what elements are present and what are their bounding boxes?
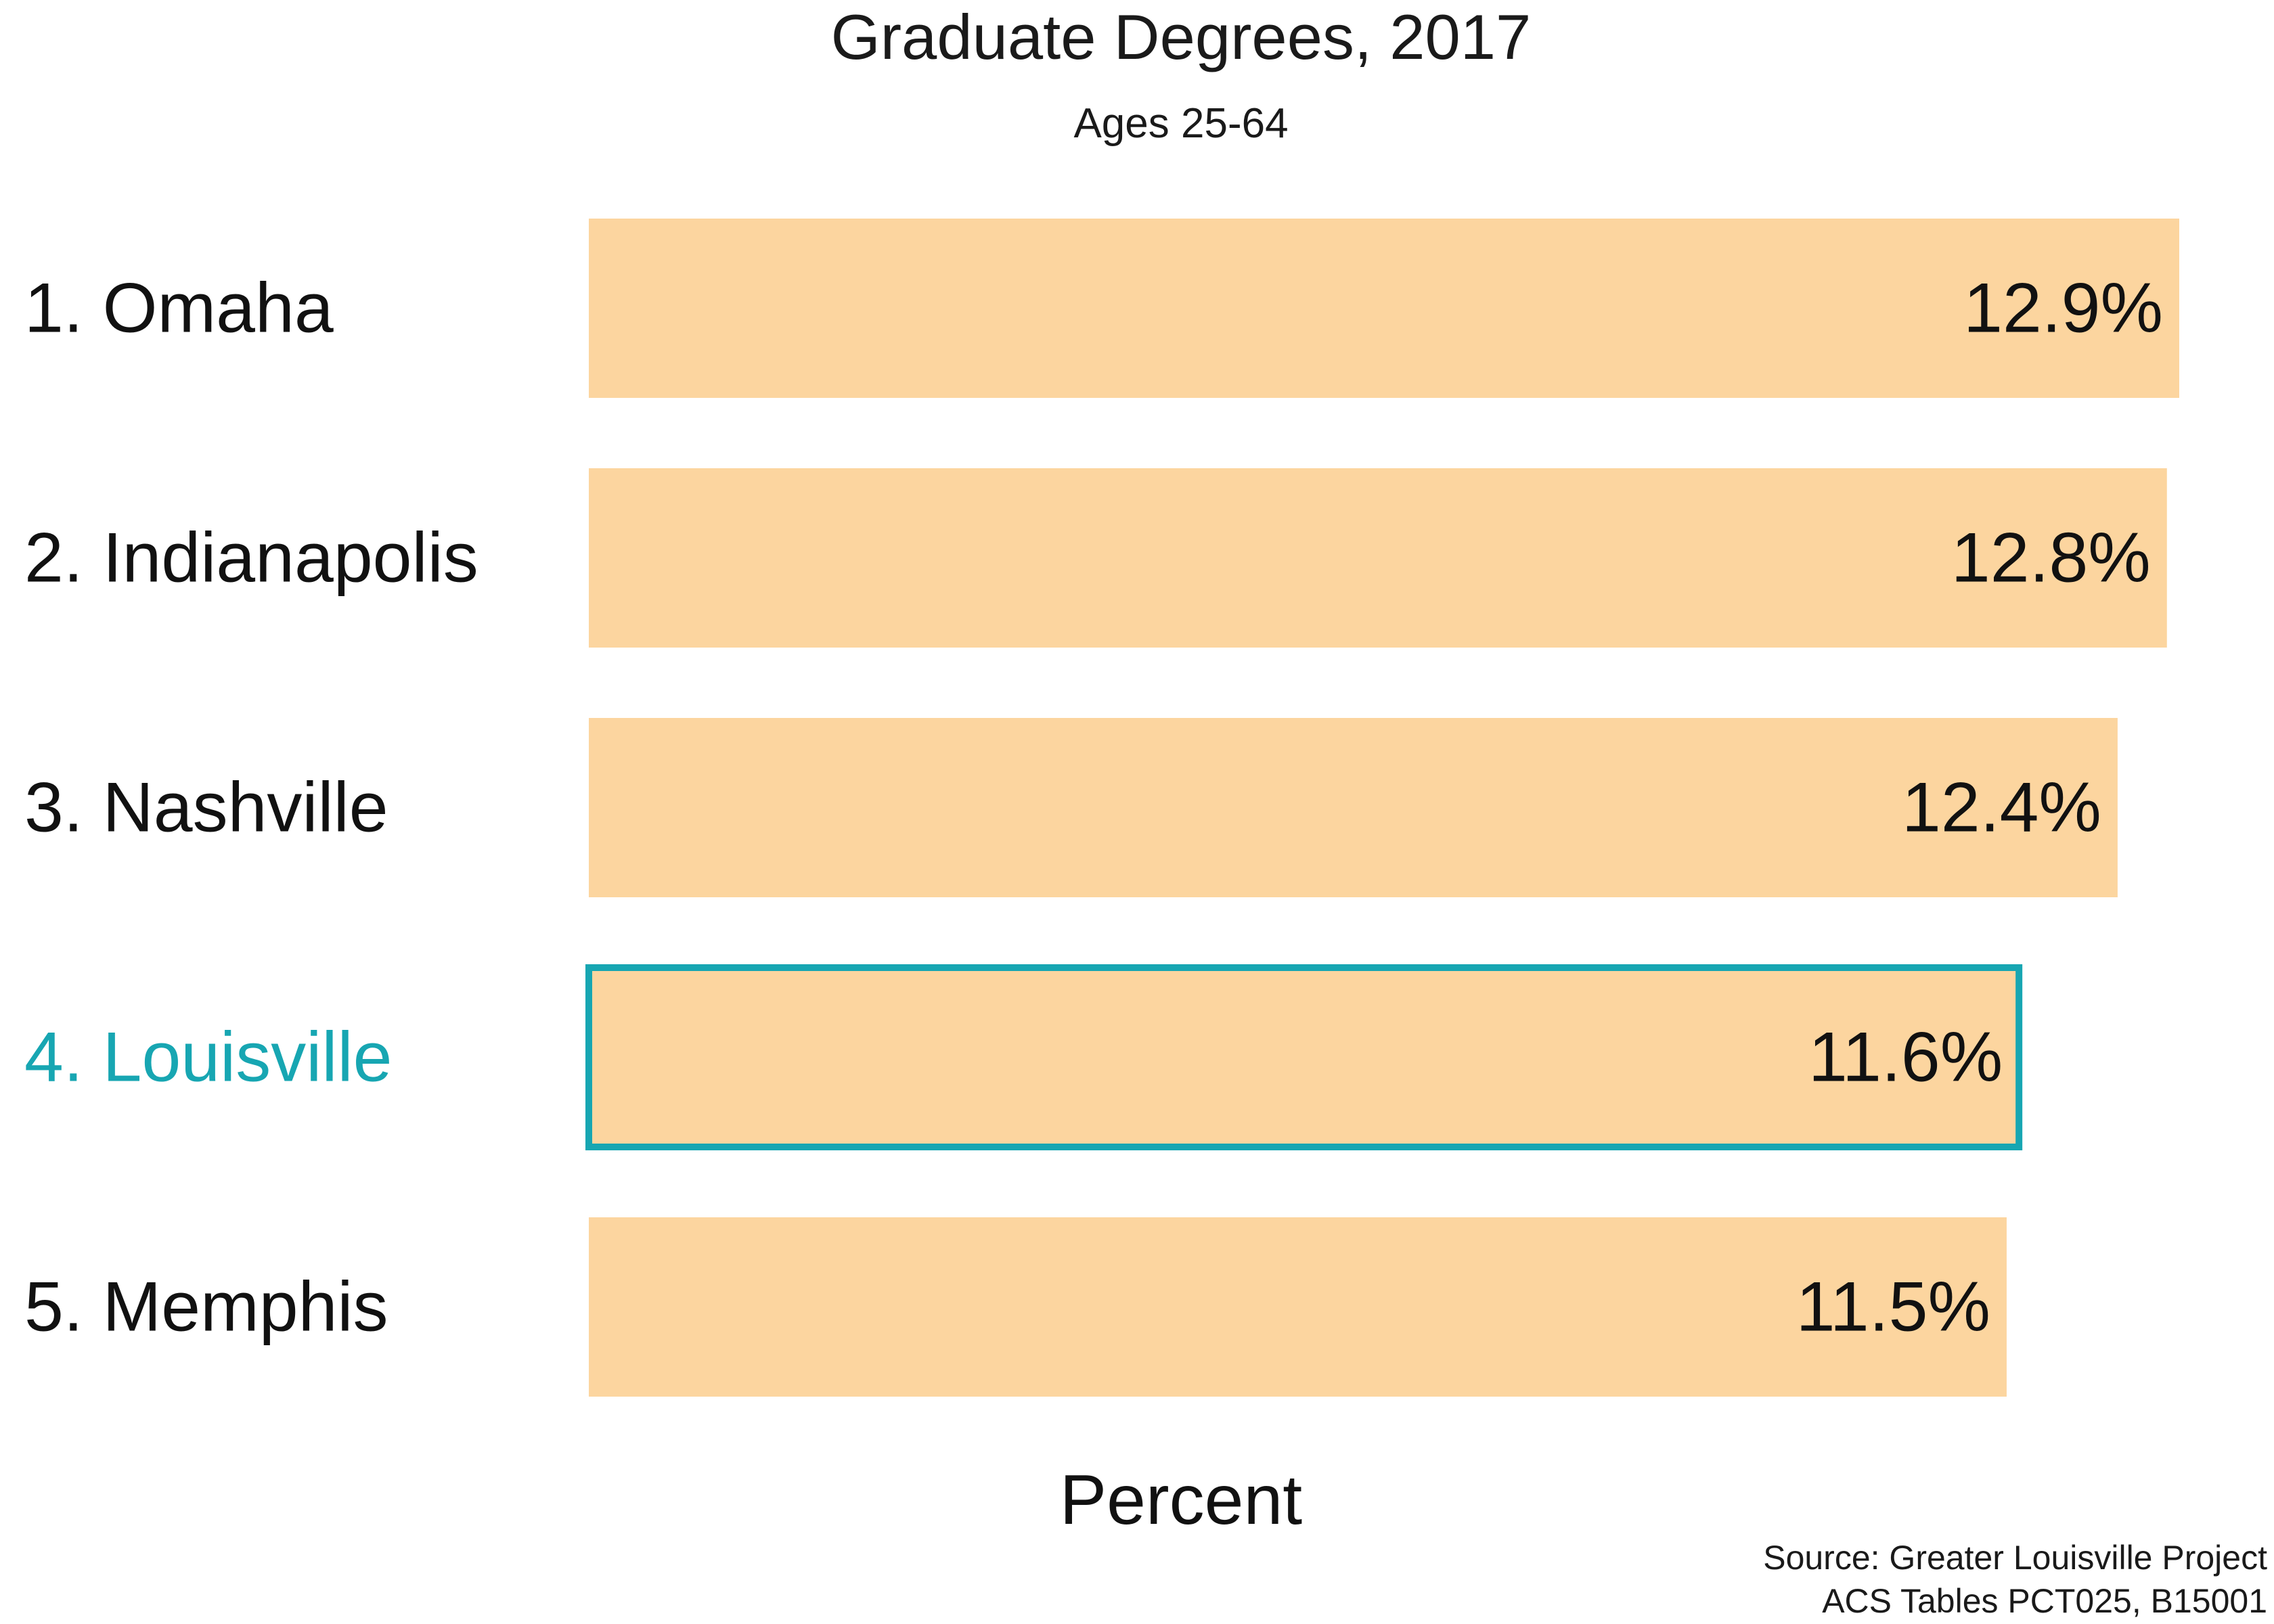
source-line-1: Source: Greater Louisville Project bbox=[1763, 1539, 2267, 1577]
bar-2 bbox=[589, 718, 2118, 897]
value-label-4: 11.5% bbox=[1796, 1268, 1990, 1347]
bar-3 bbox=[585, 964, 2023, 1150]
bar-0 bbox=[589, 219, 2179, 398]
category-label-4: 5. Memphis bbox=[24, 1268, 388, 1347]
bar-1 bbox=[589, 468, 2167, 648]
category-label-3: 4. Louisville bbox=[24, 1018, 392, 1097]
chart-title: Graduate Degrees, 2017 bbox=[830, 1, 1532, 72]
source-note: Source: Greater Louisville Project ACS T… bbox=[1763, 1536, 2267, 1623]
x-axis-label: Percent bbox=[1059, 1461, 1303, 1539]
value-label-0: 12.9% bbox=[1963, 269, 2163, 348]
source-line-2: ACS Tables PCT025, B15001 bbox=[1822, 1582, 2267, 1620]
bar-4 bbox=[589, 1217, 2007, 1397]
chart-subtitle: Ages 25-64 bbox=[1073, 100, 1289, 147]
category-label-2: 3. Nashville bbox=[24, 769, 388, 847]
value-label-3: 11.6% bbox=[1808, 1018, 2003, 1097]
value-label-2: 12.4% bbox=[1902, 769, 2101, 847]
value-label-1: 12.8% bbox=[1951, 519, 2151, 597]
category-label-1: 2. Indianapolis bbox=[24, 519, 478, 597]
category-label-0: 1. Omaha bbox=[24, 269, 334, 348]
